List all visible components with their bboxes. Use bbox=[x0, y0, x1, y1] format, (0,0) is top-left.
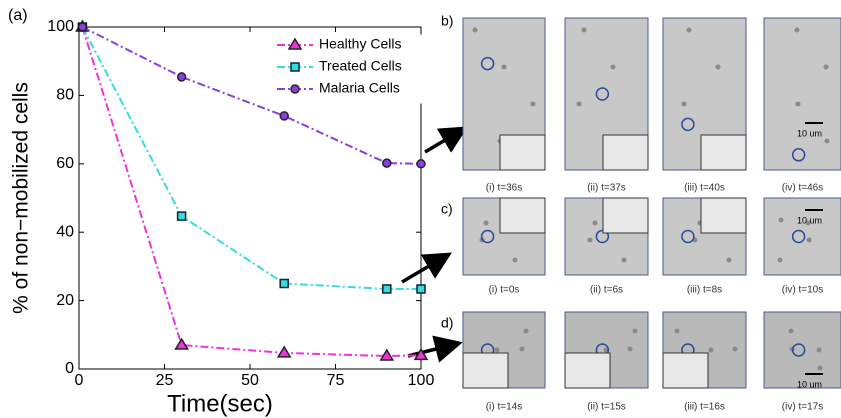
cell bbox=[796, 102, 801, 107]
cell bbox=[582, 28, 587, 33]
cell bbox=[593, 221, 598, 226]
caption: (iv) t=17s bbox=[782, 402, 823, 413]
caption: (i) t=14s bbox=[486, 402, 522, 413]
y-tick-label: 20 bbox=[56, 292, 74, 309]
inset bbox=[701, 198, 746, 233]
inset bbox=[603, 135, 648, 170]
cell bbox=[716, 65, 721, 70]
y-tick-label: 0 bbox=[65, 360, 74, 377]
cell bbox=[789, 329, 794, 334]
marker bbox=[291, 85, 299, 93]
x-tick-label: 25 bbox=[156, 372, 174, 389]
cell bbox=[588, 238, 593, 243]
y-tick-label: 40 bbox=[56, 223, 74, 240]
marker bbox=[291, 63, 299, 71]
y-axis-label: % of non−mobilized cells bbox=[10, 82, 33, 314]
cell bbox=[779, 218, 784, 223]
cell bbox=[622, 258, 627, 263]
arrow bbox=[402, 256, 446, 282]
panel-label: c) bbox=[441, 201, 453, 217]
caption: (ii) t=15s bbox=[587, 402, 626, 413]
scale-label: 10 um bbox=[797, 215, 822, 225]
panel-label: b) bbox=[441, 13, 453, 29]
inset bbox=[463, 353, 508, 388]
legend-label: Healthy Cells bbox=[319, 36, 401, 52]
marker bbox=[417, 285, 425, 293]
caption: (iv) t=46s bbox=[782, 183, 823, 194]
marker bbox=[383, 159, 391, 167]
marker bbox=[178, 212, 186, 220]
x-tick-label: 50 bbox=[241, 372, 259, 389]
cell bbox=[807, 238, 812, 243]
cell bbox=[817, 348, 822, 353]
caption: (i) t=0s bbox=[489, 285, 520, 296]
cell bbox=[675, 329, 680, 334]
arrow bbox=[408, 344, 456, 356]
inset bbox=[565, 353, 610, 388]
cell bbox=[484, 221, 489, 226]
marker bbox=[278, 347, 290, 357]
inset bbox=[663, 353, 708, 388]
caption: (iv) t=10s bbox=[782, 285, 823, 296]
cell bbox=[709, 348, 714, 353]
caption: (iii) t=8s bbox=[687, 285, 722, 296]
cell bbox=[633, 329, 638, 334]
marker bbox=[178, 73, 186, 81]
cell bbox=[682, 102, 687, 107]
caption: (i) t=36s bbox=[486, 183, 522, 194]
micrograph bbox=[764, 18, 841, 170]
caption: (ii) t=37s bbox=[587, 183, 626, 194]
cell bbox=[825, 139, 830, 144]
cell bbox=[795, 28, 800, 33]
x-tick-label: 0 bbox=[75, 372, 84, 389]
cell bbox=[727, 258, 732, 263]
cell bbox=[502, 65, 507, 70]
cell bbox=[577, 102, 582, 107]
scale-label: 10 um bbox=[797, 128, 822, 138]
marker bbox=[280, 280, 288, 288]
cell bbox=[778, 258, 783, 263]
figure: (a) Time(sec) % of non−mobilized cells 0… bbox=[0, 0, 841, 418]
inset bbox=[500, 135, 545, 170]
marker bbox=[78, 23, 86, 31]
marker bbox=[417, 160, 425, 168]
x-tick-label: 100 bbox=[408, 372, 435, 389]
caption: (iii) t=16s bbox=[684, 402, 725, 413]
inset bbox=[701, 135, 746, 170]
cell bbox=[473, 28, 478, 33]
cell bbox=[611, 65, 616, 70]
panel-label: d) bbox=[441, 315, 453, 331]
x-tick-label: 75 bbox=[327, 372, 345, 389]
arrow bbox=[425, 130, 462, 152]
scale-label: 10 um bbox=[797, 379, 822, 389]
marker bbox=[280, 112, 288, 120]
cell bbox=[628, 347, 633, 352]
marker bbox=[383, 285, 391, 293]
cell bbox=[513, 258, 518, 263]
micrograph bbox=[764, 312, 841, 388]
y-tick-label: 60 bbox=[56, 155, 74, 172]
caption: (iii) t=40s bbox=[684, 183, 725, 194]
cell bbox=[824, 65, 829, 70]
legend-label: Malaria Cells bbox=[319, 80, 400, 96]
x-axis-label: Time(sec) bbox=[167, 390, 273, 417]
cell bbox=[495, 348, 500, 353]
caption: (ii) t=6s bbox=[590, 285, 623, 296]
cell bbox=[733, 347, 738, 352]
inset bbox=[500, 198, 545, 233]
cell bbox=[818, 366, 823, 371]
cell bbox=[687, 28, 692, 33]
inset bbox=[603, 198, 648, 233]
y-tick-label: 80 bbox=[56, 87, 74, 104]
marker bbox=[176, 339, 188, 349]
cell bbox=[531, 102, 536, 107]
cell bbox=[520, 347, 525, 352]
y-tick-label: 100 bbox=[47, 18, 74, 35]
legend-label: Treated Cells bbox=[319, 58, 402, 74]
micrograph bbox=[764, 198, 841, 275]
panel-label: (a) bbox=[8, 7, 28, 24]
cell bbox=[524, 329, 529, 334]
